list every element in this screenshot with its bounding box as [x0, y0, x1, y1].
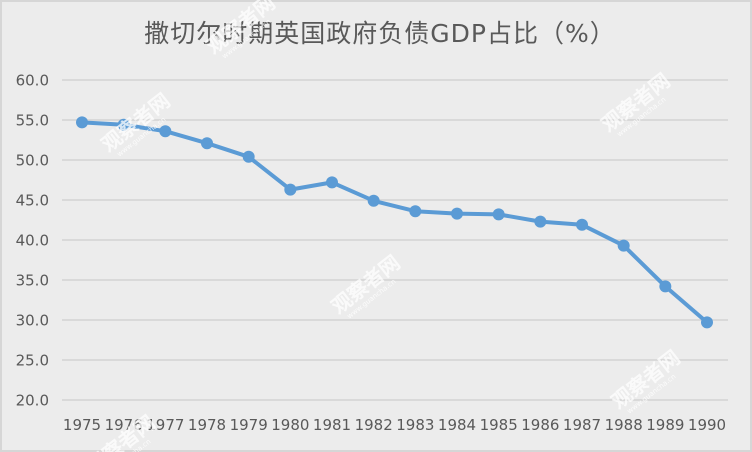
y-tick-label: 50.0 — [16, 152, 49, 170]
y-tick-label: 55.0 — [16, 112, 49, 130]
x-tick-label: 1984 — [438, 416, 476, 434]
data-point — [201, 137, 213, 150]
data-point — [242, 150, 255, 163]
data-point — [451, 207, 463, 220]
data-point — [117, 118, 130, 131]
svg-text:观察者网: 观察者网 — [202, 0, 280, 59]
x-tick-label: 1976 — [105, 416, 143, 434]
x-tick-label: 1983 — [396, 416, 434, 434]
x-tick-label: 1975 — [63, 416, 101, 434]
x-tick-label: 1989 — [646, 416, 684, 434]
data-point — [409, 205, 422, 218]
data-point — [159, 125, 172, 138]
y-tick-label: 20.0 — [16, 392, 49, 410]
x-tick-label: 1987 — [563, 416, 601, 434]
data-point — [617, 239, 630, 252]
y-tick-label: 25.0 — [16, 352, 49, 370]
x-tick-label: 1981 — [313, 416, 351, 434]
data-point — [367, 194, 380, 207]
watermarks: 观察者网www.guancha.cn观察者网www.guancha.cn观察者网… — [82, 0, 685, 452]
x-tick-label: 1980 — [271, 416, 309, 434]
data-point — [326, 176, 338, 189]
data-point — [492, 208, 505, 221]
chart-title: 撒切尔时期英国政府负债GDP占比（%） — [144, 19, 616, 48]
data-point — [576, 218, 588, 231]
y-axis-ticks: 60.0 55.0 50.0 45.0 40.0 35.0 30.0 25.0 20.0 — [16, 72, 49, 410]
x-tick-label: 1979 — [230, 416, 268, 434]
data-series — [76, 116, 713, 329]
x-tick-label: 1978 — [188, 416, 226, 434]
x-tick-label: 1988 — [605, 416, 643, 434]
y-tick-label: 45.0 — [16, 192, 49, 210]
x-tick-label: 1977 — [146, 416, 184, 434]
x-tick-label: 1985 — [480, 416, 518, 434]
data-point — [659, 280, 672, 293]
y-tick-label: 35.0 — [16, 272, 49, 290]
series-line — [80, 120, 709, 325]
x-tick-label: 1982 — [355, 416, 393, 434]
x-tick-label: 1990 — [688, 416, 726, 434]
y-tick-label: 60.0 — [16, 72, 49, 90]
data-point — [534, 215, 547, 228]
data-point — [284, 183, 297, 196]
y-tick-label: 40.0 — [16, 232, 49, 250]
x-axis-ticks: 1975 1976 1977 1978 1979 1980 1981 1982 1983 1984… — [63, 416, 726, 434]
y-tick-label: 30.0 — [16, 312, 49, 330]
x-tick-label: 1986 — [521, 416, 559, 434]
gridlines — [62, 79, 728, 401]
data-point — [76, 116, 88, 129]
data-point — [701, 316, 713, 329]
